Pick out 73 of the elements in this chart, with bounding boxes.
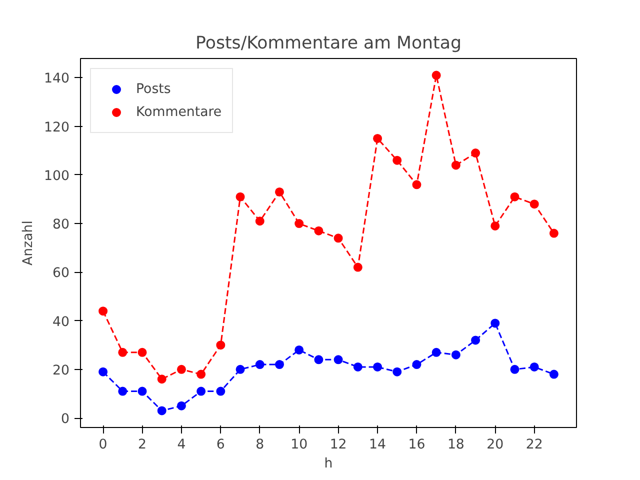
x-tick-label: 10 [290, 438, 308, 452]
point [196, 386, 206, 396]
point [255, 360, 264, 370]
point [530, 200, 539, 209]
point [549, 228, 558, 238]
point [412, 180, 422, 190]
point [392, 367, 402, 376]
point [255, 216, 264, 226]
point [412, 360, 422, 370]
y-tick-label: 40 [52, 314, 70, 330]
point [157, 374, 166, 384]
point [334, 355, 343, 364]
x-tick-label: 12 [330, 438, 347, 452]
point [471, 336, 480, 345]
point [294, 345, 304, 354]
point [451, 160, 460, 170]
x-tick-label: 14 [369, 438, 386, 452]
point [392, 156, 402, 165]
x-tick-label: 20 [486, 438, 504, 452]
point [314, 355, 324, 364]
y-tick-label: 80 [52, 218, 70, 233]
point [432, 348, 441, 357]
y-tick-label: 0 [61, 412, 70, 428]
x-tick-label: 6 [216, 438, 225, 452]
point [373, 362, 382, 372]
point [471, 148, 480, 158]
x-tick-label: 4 [177, 438, 186, 452]
point [98, 367, 108, 376]
point [510, 364, 520, 374]
point [236, 364, 245, 374]
legend-label: Kommentare [136, 104, 222, 120]
x-axis-title: h [324, 456, 333, 472]
y-tick-label: 120 [44, 120, 70, 136]
point [432, 70, 441, 80]
x-tick-label: 16 [408, 438, 426, 452]
y-tick-label: 100 [44, 168, 70, 184]
legend-label: Posts [136, 82, 171, 96]
point [176, 364, 186, 374]
point [176, 401, 186, 410]
chart-title: Posts/Kommentare am Montag [196, 34, 462, 54]
point [216, 386, 226, 396]
point [353, 262, 362, 272]
x-tick-label: 0 [98, 438, 108, 452]
point [549, 370, 558, 379]
point [98, 306, 108, 316]
x-tick-label: 8 [256, 438, 264, 452]
point [490, 221, 500, 230]
point [451, 350, 460, 360]
y-tick-label: 140 [44, 72, 70, 87]
point [274, 187, 284, 196]
x-tick-label: 2 [138, 438, 146, 452]
point [314, 226, 324, 236]
point [138, 348, 147, 357]
point [118, 386, 128, 396]
point [216, 340, 226, 350]
point [294, 219, 304, 228]
point [157, 406, 166, 416]
y-tick-label: 60 [52, 266, 70, 282]
x-tick-label: 18 [447, 438, 464, 452]
point [353, 362, 362, 372]
point [274, 360, 284, 370]
point [530, 362, 539, 372]
point [373, 134, 382, 143]
point [334, 234, 343, 243]
point [510, 192, 520, 202]
y-axis-title: Anzahl [21, 220, 36, 266]
point [138, 386, 147, 396]
point [490, 318, 500, 328]
point [118, 348, 128, 357]
y-tick-label: 20 [52, 363, 70, 378]
x-tick-label: 22 [526, 438, 543, 452]
point [236, 192, 245, 202]
point [196, 370, 206, 379]
